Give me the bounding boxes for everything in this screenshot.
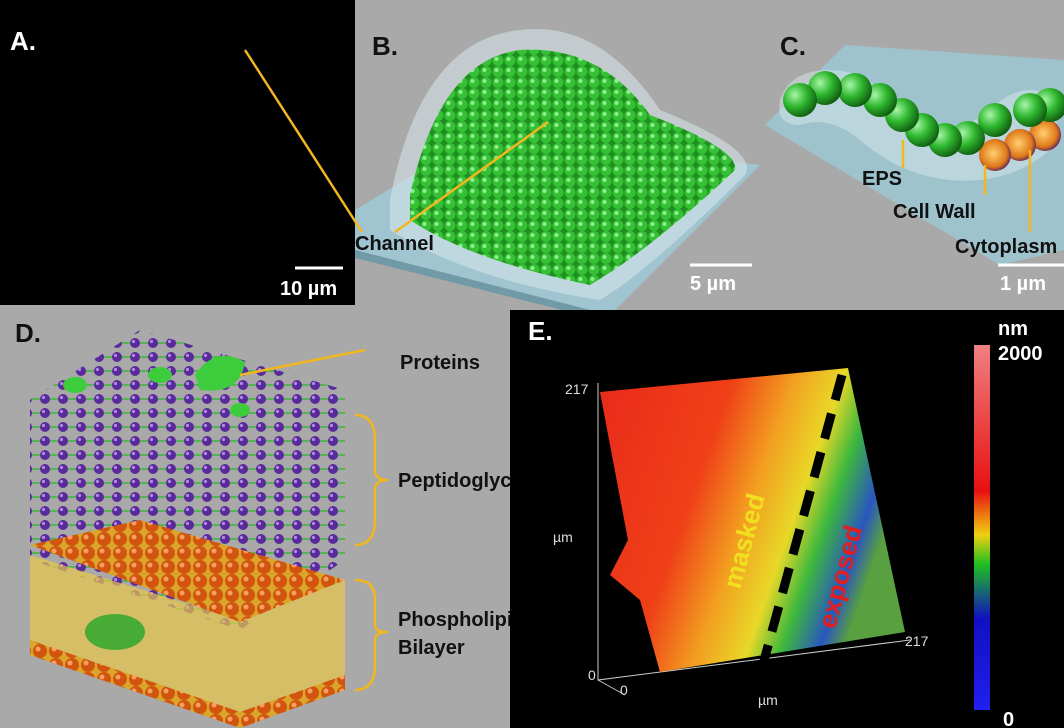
scale-bar-label: 10 µm xyxy=(280,278,337,300)
scale-bar-label: 1 µm xyxy=(1000,273,1046,295)
panel-a: A. 10 µm xyxy=(0,0,355,305)
axis-tick-label: 0 xyxy=(588,667,596,683)
annotation: Phospholipid xyxy=(398,609,525,631)
cell-sphere xyxy=(1013,93,1047,127)
annotation: Cytoplasm xyxy=(955,236,1057,258)
figure: A. 10 µm B. Channel 5 µm C. EPS Cell Wal… xyxy=(0,0,1064,728)
scale-bar-label: 5 µm xyxy=(690,273,736,295)
axis-label: µm xyxy=(553,529,573,545)
panel-label: C. xyxy=(780,31,806,61)
panel-label: B. xyxy=(372,31,398,61)
panel-c: C. EPS Cell Wall Cytoplasm 1 µm xyxy=(765,31,1064,295)
membrane-protein xyxy=(85,614,145,650)
annotation: Proteins xyxy=(400,352,480,374)
panel-label: E. xyxy=(528,316,553,346)
panel-label: D. xyxy=(15,318,41,348)
panel-e: E. masked exposed 217 µm 0 0 µm 217 nm 2… xyxy=(510,310,1064,728)
micrograph-texture xyxy=(0,0,355,305)
colorbar-unit: nm xyxy=(998,318,1028,340)
brace xyxy=(355,580,388,690)
leader-line xyxy=(240,350,365,375)
brace xyxy=(355,415,388,545)
axis-tick-label: 217 xyxy=(905,633,929,649)
protein xyxy=(148,367,172,383)
colorbar-tick-label: 2000 xyxy=(998,343,1043,365)
annotation: Bilayer xyxy=(398,637,465,659)
annotation: Cell Wall xyxy=(893,201,976,223)
protein xyxy=(63,377,87,393)
cell-sphere xyxy=(783,83,817,117)
annotation: EPS xyxy=(862,168,902,190)
cell-sphere xyxy=(838,73,872,107)
protein xyxy=(230,403,250,417)
axis-tick-label: 217 xyxy=(565,381,589,397)
colorbar-tick-label: 0 xyxy=(1003,709,1014,728)
panel-label: A. xyxy=(10,26,36,56)
annotation: Channel xyxy=(355,233,434,255)
axis-label: µm xyxy=(758,692,778,708)
axis-tick-label: 0 xyxy=(620,682,628,698)
panel-d: D. Proteins Peptidoglycan Phospholipid B… xyxy=(15,318,535,728)
colorbar xyxy=(974,345,990,710)
